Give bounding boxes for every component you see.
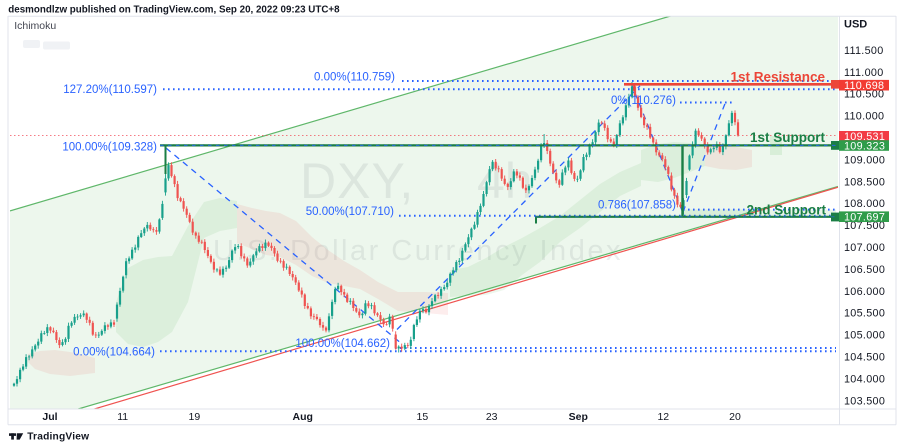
svg-text:1st Support: 1st Support [750,130,826,145]
svg-text:0.786(107.858): 0.786(107.858) [598,200,676,212]
svg-text:desmondlzw published on Tradin: desmondlzw published on TradingView.com,… [8,5,340,16]
svg-text:2nd Support: 2nd Support [747,203,827,218]
svg-text:0%(110.276): 0%(110.276) [611,95,676,107]
svg-text:106.000: 106.000 [844,286,885,298]
svg-text:103.500: 103.500 [844,395,885,407]
svg-text:111.000: 111.000 [844,67,884,79]
svg-text:Ichimoku: Ichimoku [14,20,56,32]
svg-text:106.500: 106.500 [844,264,885,276]
svg-text:109.323: 109.323 [844,140,885,152]
svg-text:0.00%(110.759): 0.00%(110.759) [314,72,395,84]
svg-text:104.000: 104.000 [844,373,885,385]
svg-text:104.500: 104.500 [844,352,885,364]
svg-text:100.00%(109.328): 100.00%(109.328) [62,142,157,154]
svg-text:TradingView: TradingView [27,432,89,443]
svg-text:111.500: 111.500 [844,45,884,57]
svg-text:127.20%(110.597): 127.20%(110.597) [63,84,157,96]
svg-text:109.531: 109.531 [844,131,885,143]
svg-text:107.697: 107.697 [844,212,885,224]
svg-text:Sep: Sep [569,411,588,423]
svg-text:15: 15 [417,411,429,423]
svg-text:23: 23 [486,411,498,423]
svg-text:11: 11 [117,411,128,423]
svg-text:Jul: Jul [42,411,57,423]
svg-text:19: 19 [189,411,201,423]
svg-text:108.000: 108.000 [844,198,885,210]
svg-text:110.000: 110.000 [844,111,884,123]
svg-text:105.500: 105.500 [844,308,885,320]
svg-text:Aug: Aug [292,411,312,423]
svg-text:110.698: 110.698 [844,80,884,92]
svg-text:110.500: 110.500 [844,89,884,101]
svg-text:108.500: 108.500 [844,176,885,188]
svg-text:105.000: 105.000 [844,330,885,342]
svg-text:1st Resistance: 1st Resistance [730,70,825,85]
svg-text:DXY,: DXY, [300,153,414,209]
svg-text:50.00%(107.710): 50.00%(107.710) [306,206,394,218]
svg-text:12: 12 [657,411,669,423]
svg-text:107.000: 107.000 [844,242,885,254]
svg-text:109.000: 109.000 [844,154,885,166]
svg-text:100.00%(104.662): 100.00%(104.662) [295,338,390,350]
svg-text:0.00%(104.664): 0.00%(104.664) [73,347,155,359]
svg-text:20: 20 [729,411,741,423]
svg-text:USD: USD [844,19,867,31]
svg-text:107.500: 107.500 [844,220,885,232]
